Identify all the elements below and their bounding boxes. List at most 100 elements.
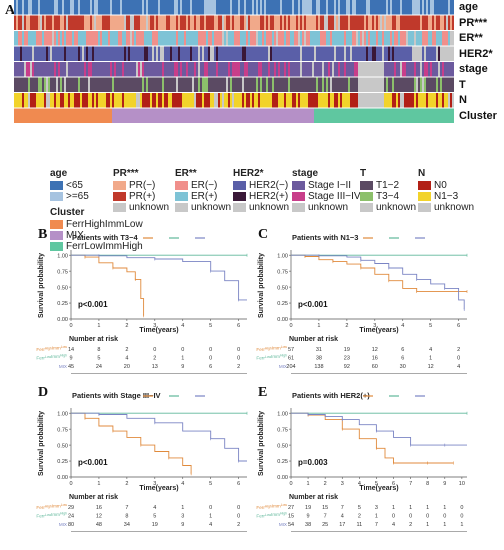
risk-label-part: Imm [52,504,61,509]
heatmap-cell [392,15,395,30]
heatmap-cell [208,93,211,108]
heatmap-cell [166,62,169,77]
heatmap-cell [352,0,355,15]
heatmap-cell [238,31,241,46]
heatmap-cell [144,108,147,123]
heatmap-cell [236,62,239,77]
track-label-er: ER** [459,32,483,44]
heatmap-cell [110,15,113,30]
km-ylabel: Survival probability [38,411,45,476]
heatmap-cell [382,31,385,46]
heatmap-cell [430,108,433,123]
heatmap-cell [370,0,373,15]
heatmap-cell [294,0,297,15]
heatmap-cell [284,62,287,77]
heatmap-cell [96,62,99,77]
heatmap-cell [400,15,403,30]
heatmap-cell [192,15,195,30]
heatmap-cell [382,0,385,15]
heatmap-cell [426,0,429,15]
heatmap-cell [80,0,83,15]
heatmap-cell [270,46,273,61]
km-risk-value: 16 [96,505,102,511]
legend-title: stage [292,168,319,179]
heatmap-cell [28,0,31,15]
heatmap-cell [322,62,325,77]
heatmap-cell [318,77,321,92]
heatmap-cell [344,93,347,108]
km-ytick-label: 0.50 [57,443,68,449]
heatmap-cell [428,31,431,46]
heatmap-cell [28,108,31,123]
heatmap-cell [84,0,87,15]
heatmap-cell [290,108,293,123]
heatmap-cell [68,93,71,108]
heatmap-cell [106,77,109,92]
heatmap-cell [146,46,149,61]
heatmap-cell [398,15,401,30]
km-pvalue: p<0.001 [298,300,328,309]
legend-label: N0 [434,180,447,191]
heatmap-cell [416,108,419,123]
heatmap-cell [164,15,167,30]
heatmap-cell [44,62,47,77]
legend-swatch [233,203,246,212]
heatmap-cell [206,46,209,61]
heatmap-cell [106,15,109,30]
legend-swatch [292,192,305,201]
legend-title: T [360,168,367,179]
heatmap-cell [58,77,61,92]
heatmap-cell [260,0,263,15]
km-xtick-label: 0 [289,481,292,487]
heatmap-cell [26,77,29,92]
heatmap-cell [334,0,337,15]
heatmap-cell [390,31,393,46]
km-risk-value: 6 [401,347,404,353]
heatmap-cell [44,31,47,46]
heatmap-cell [432,31,435,46]
heatmap-cell [74,77,77,92]
legend-label: PR(−) [129,180,156,191]
heatmap-cell [358,15,361,30]
heatmap-cell [438,46,441,61]
risk-label-sup: Low [281,345,288,349]
heatmap-cell [410,31,413,46]
heatmap-cell [254,77,257,92]
heatmap-cell [404,77,407,92]
heatmap-cell [236,93,239,108]
heatmap-cell [338,77,341,92]
heatmap-cell [274,0,277,15]
heatmap-cell [416,62,419,77]
heatmap-cell [234,46,237,61]
heatmap-cell [402,62,405,77]
km-xtick-label: 1 [97,323,100,329]
heatmap-cell [142,46,145,61]
km-risk-value: 1 [392,505,395,511]
heatmap-cell [382,62,385,77]
km-risk-value: 15 [322,505,328,511]
heatmap-cell [130,46,133,61]
heatmap-cell [274,93,277,108]
heatmap-cell [372,93,375,108]
heatmap-cell [68,0,71,15]
heatmap-cell [398,77,401,92]
heatmap-cell [24,31,27,46]
heatmap-cell [64,108,67,123]
heatmap-cell [372,108,375,123]
heatmap-cell [254,108,257,123]
heatmap-cell [310,0,313,15]
heatmap-cell [430,77,433,92]
heatmap-cell [410,62,413,77]
heatmap-cell [116,62,119,77]
heatmap-cell [166,108,169,123]
heatmap-cell [140,93,143,108]
heatmap-cell [248,77,251,92]
heatmap-cell [182,0,185,15]
heatmap-cell [420,15,423,30]
heatmap-cell [444,77,447,92]
heatmap-cell [448,62,451,77]
heatmap-cell [224,93,227,108]
heatmap-cell [332,15,335,30]
heatmap-cell [242,62,245,77]
heatmap-cell [72,15,75,30]
